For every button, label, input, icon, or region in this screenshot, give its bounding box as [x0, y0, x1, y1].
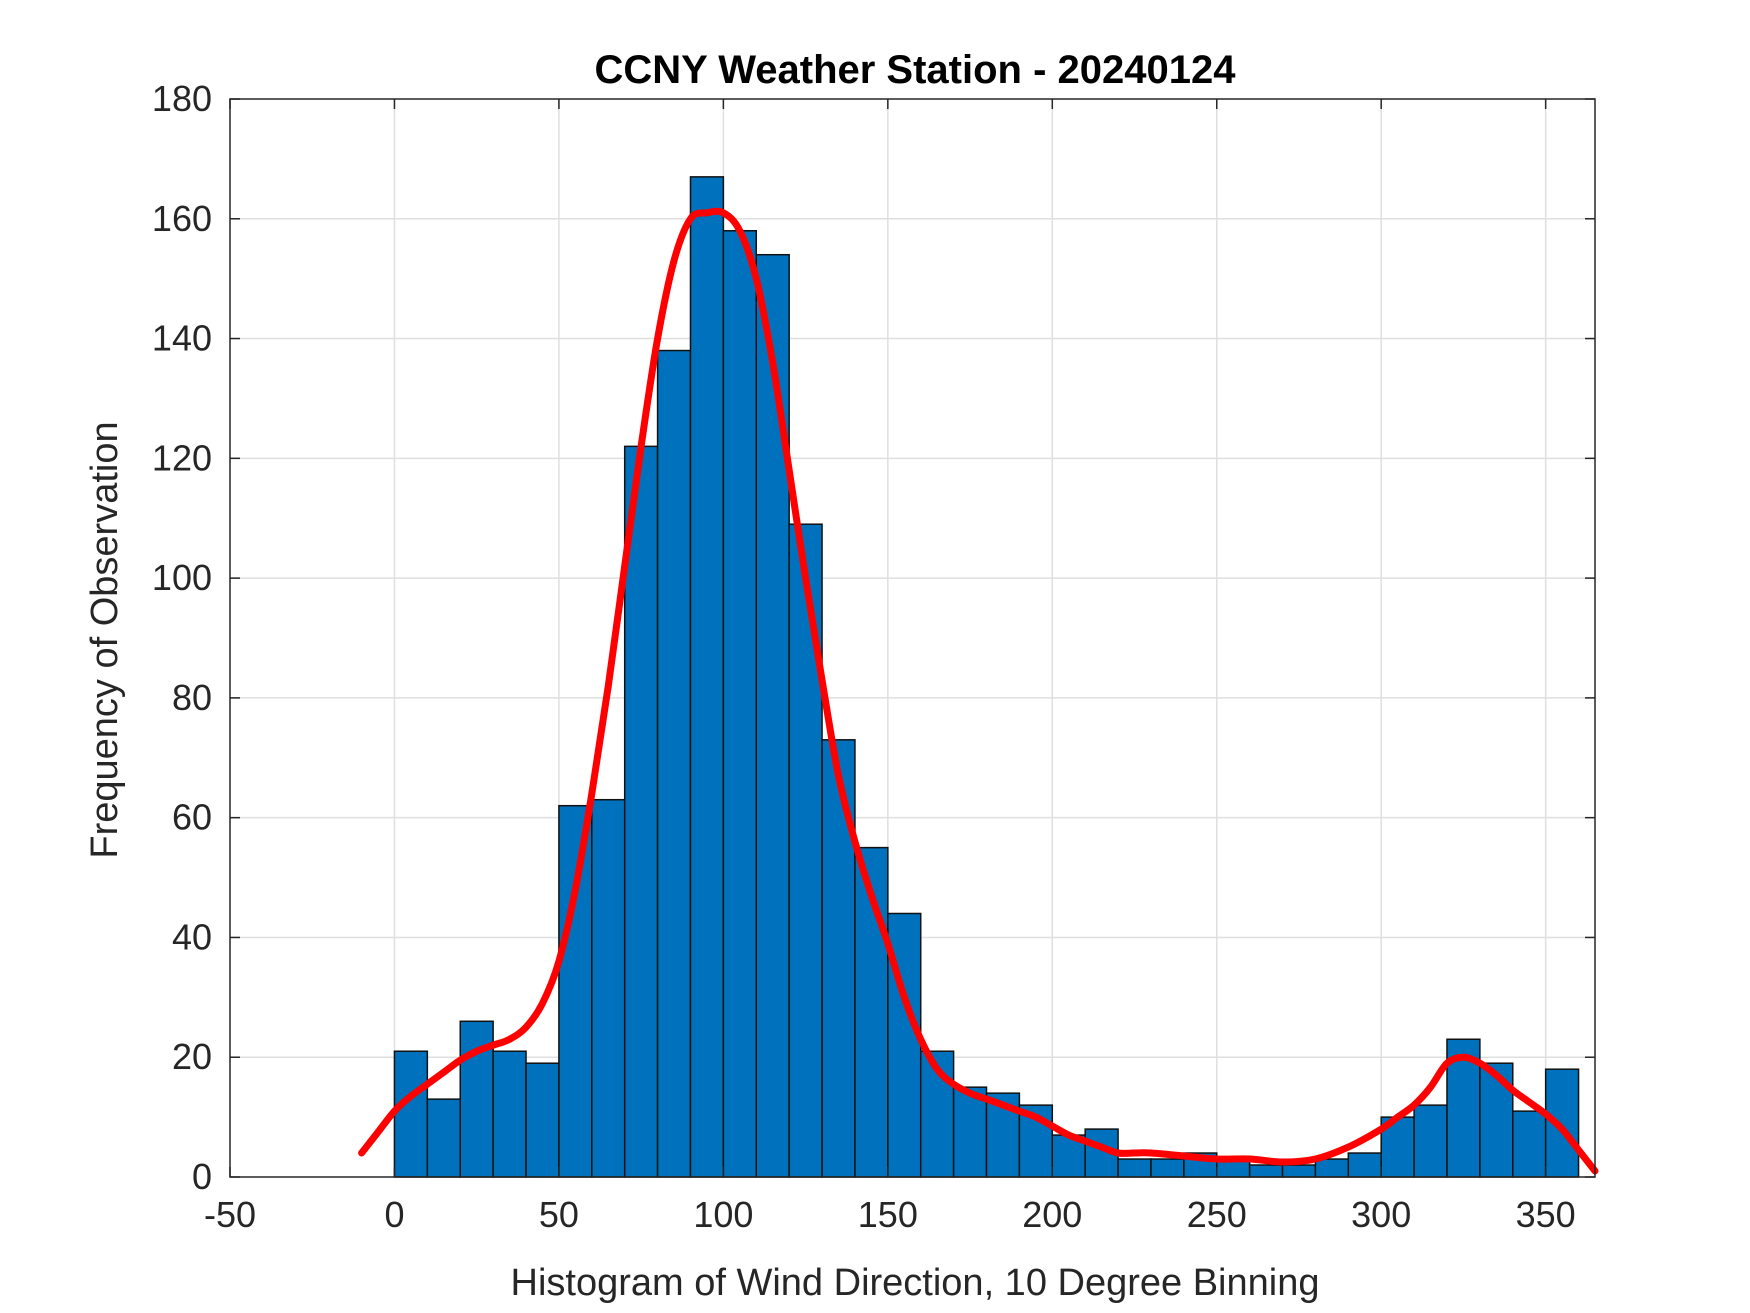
histogram-bar — [656, 349, 692, 1178]
histogram-bars — [393, 176, 1580, 1178]
y-axis-label: Frequency of Observation — [84, 421, 126, 858]
y-tick-label: 20 — [172, 1036, 212, 1077]
x-tick-label: 200 — [1022, 1194, 1082, 1235]
histogram-bar — [1479, 1062, 1514, 1178]
histogram-bar — [1347, 1152, 1382, 1178]
tick-labels: -50 0 50 100 150 200 250 300 3500204060801001201… — [152, 78, 1576, 1235]
histogram-bar — [525, 1062, 560, 1178]
x-tick-label: -50 — [204, 1194, 256, 1235]
x-tick-label: 0 — [384, 1194, 404, 1235]
plot-area-border — [229, 98, 1596, 1178]
x-tick-label: 100 — [693, 1194, 753, 1235]
y-tick-label: 80 — [172, 677, 212, 718]
y-tick-label: 0 — [192, 1156, 212, 1197]
histogram-bar — [1413, 1104, 1448, 1178]
histogram-bar — [1150, 1158, 1185, 1178]
y-tick-label: 100 — [152, 557, 212, 598]
smoothed-fit-curve — [358, 207, 1599, 1175]
histogram-bar — [1512, 1110, 1547, 1178]
histogram-bar — [755, 253, 790, 1178]
histogram-bar — [623, 445, 659, 1178]
histogram-bar — [426, 1098, 461, 1178]
chart-title: CCNY Weather Station - 20240124 — [595, 48, 1237, 92]
smoothed-fit-line — [358, 207, 1599, 1175]
histogram-bar — [1314, 1158, 1350, 1178]
y-tick-label: 180 — [152, 78, 212, 119]
x-tick-label: 150 — [858, 1194, 918, 1235]
axes — [229, 98, 1596, 1178]
y-tick-label: 140 — [152, 318, 212, 359]
y-tick-label: 40 — [172, 916, 212, 957]
histogram-bar — [1117, 1158, 1152, 1178]
y-tick-label: 60 — [172, 797, 212, 838]
x-axis-label: Histogram of Wind Direction, 10 Degree B… — [511, 1262, 1320, 1304]
x-tick-label: 350 — [1516, 1194, 1576, 1235]
histogram-bar — [1544, 1068, 1580, 1178]
histogram-bar — [492, 1050, 527, 1178]
y-tick-label: 120 — [152, 437, 212, 478]
x-tick-label: 300 — [1351, 1194, 1411, 1235]
histogram-bar — [788, 523, 823, 1178]
histogram-bar — [558, 804, 593, 1178]
histogram-bar — [1248, 1164, 1284, 1178]
y-tick-label: 160 — [152, 198, 212, 239]
histogram-bar — [393, 1050, 429, 1178]
histogram-bar — [689, 176, 725, 1178]
histogram-bar — [722, 230, 758, 1178]
x-tick-label: 50 — [539, 1194, 579, 1235]
histogram-bar — [591, 798, 626, 1178]
histogram-bar — [1281, 1164, 1317, 1178]
histogram-bar — [821, 739, 856, 1178]
x-tick-label: 250 — [1187, 1194, 1247, 1235]
